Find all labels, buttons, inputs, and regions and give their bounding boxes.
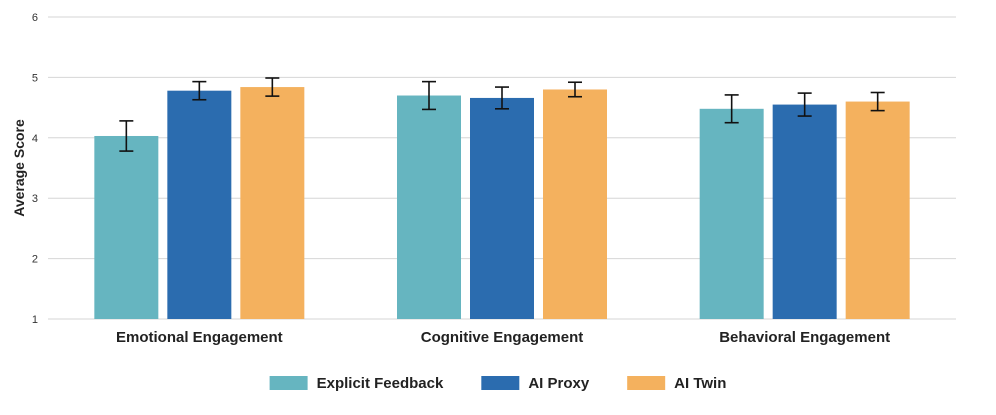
bar-ai-twin-emotional-engagement	[240, 87, 305, 320]
legend-swatch-ai-twin	[627, 376, 666, 390]
x-category-label-emotional-engagement: Emotional Engagement	[116, 329, 283, 346]
bar-explicit-feedback-behavioral-engagement	[699, 108, 764, 319]
y-axis-title: Average Score	[11, 119, 27, 217]
x-category-label-behavioral-engagement: Behavioral Engagement	[719, 329, 890, 346]
y-tick-label-5: 5	[32, 72, 38, 84]
legend-swatch-ai-proxy	[481, 376, 520, 390]
legend-label-explicit-feedback: Explicit Feedback	[317, 375, 444, 392]
legend-item-ai-proxy: AI Proxy	[481, 375, 590, 392]
bar-ai-proxy-emotional-engagement	[167, 90, 232, 319]
legend-label-ai-proxy: AI Proxy	[528, 375, 590, 392]
y-tick-label-2: 2	[32, 254, 38, 266]
bars	[94, 87, 910, 320]
legend: Explicit Feedback AI Proxy AI Twin	[269, 375, 726, 392]
bar-ai-twin-cognitive-engagement	[543, 89, 607, 319]
bar-explicit-feedback-emotional-engagement	[94, 135, 159, 319]
y-axis-ticks: 1 2 3 4 5 6	[32, 12, 38, 326]
y-tick-label-1: 1	[32, 314, 38, 326]
legend-label-ai-twin: AI Twin	[674, 375, 726, 392]
y-tick-label-3: 3	[32, 193, 38, 205]
legend-item-explicit-feedback: Explicit Feedback	[269, 375, 444, 392]
error-bars	[119, 77, 885, 152]
x-category-label-cognitive-engagement: Cognitive Engagement	[421, 329, 584, 346]
x-axis-categories: Emotional Engagement Cognitive Engagement…	[116, 329, 890, 346]
y-tick-label-4: 4	[32, 133, 38, 145]
bar-ai-proxy-cognitive-engagement	[470, 97, 534, 319]
bar-ai-proxy-behavioral-engagement	[772, 104, 837, 319]
bar-ai-twin-behavioral-engagement	[845, 101, 910, 319]
legend-item-ai-twin: AI Twin	[627, 375, 726, 392]
y-tick-label-6: 6	[32, 12, 38, 24]
bar-explicit-feedback-cognitive-engagement	[397, 95, 461, 320]
legend-swatch-explicit-feedback	[269, 376, 308, 390]
